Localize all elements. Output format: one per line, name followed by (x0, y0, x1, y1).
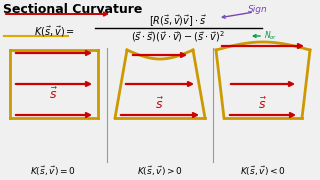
Text: $N_{or}$: $N_{or}$ (264, 30, 277, 42)
Text: Sectional Curvature: Sectional Curvature (3, 3, 142, 16)
Text: $K(\vec{s},\vec{v}) < 0$: $K(\vec{s},\vec{v}) < 0$ (240, 165, 286, 178)
Text: $K(\vec{s},\vec{v}) > 0$: $K(\vec{s},\vec{v}) > 0$ (137, 165, 183, 178)
Text: $\vec{s}$: $\vec{s}$ (259, 96, 268, 112)
Text: $[R(\vec{s},\vec{v})\vec{v}]\cdot\vec{s}$: $[R(\vec{s},\vec{v})\vec{v}]\cdot\vec{s}… (149, 13, 207, 29)
Text: $\vec{s}$: $\vec{s}$ (156, 96, 164, 112)
Text: $K(\vec{s},\vec{v}) =$: $K(\vec{s},\vec{v}) =$ (34, 25, 75, 39)
Text: $K(\vec{s},\vec{v}) = 0$: $K(\vec{s},\vec{v}) = 0$ (30, 165, 76, 178)
Text: Sign: Sign (248, 5, 268, 14)
Text: $(\vec{s}\cdot\vec{s})(\vec{v}\cdot\vec{v})-(\vec{s}\cdot\vec{v})^2$: $(\vec{s}\cdot\vec{s})(\vec{v}\cdot\vec{… (131, 30, 225, 44)
Text: $\vec{s}$: $\vec{s}$ (49, 87, 59, 102)
